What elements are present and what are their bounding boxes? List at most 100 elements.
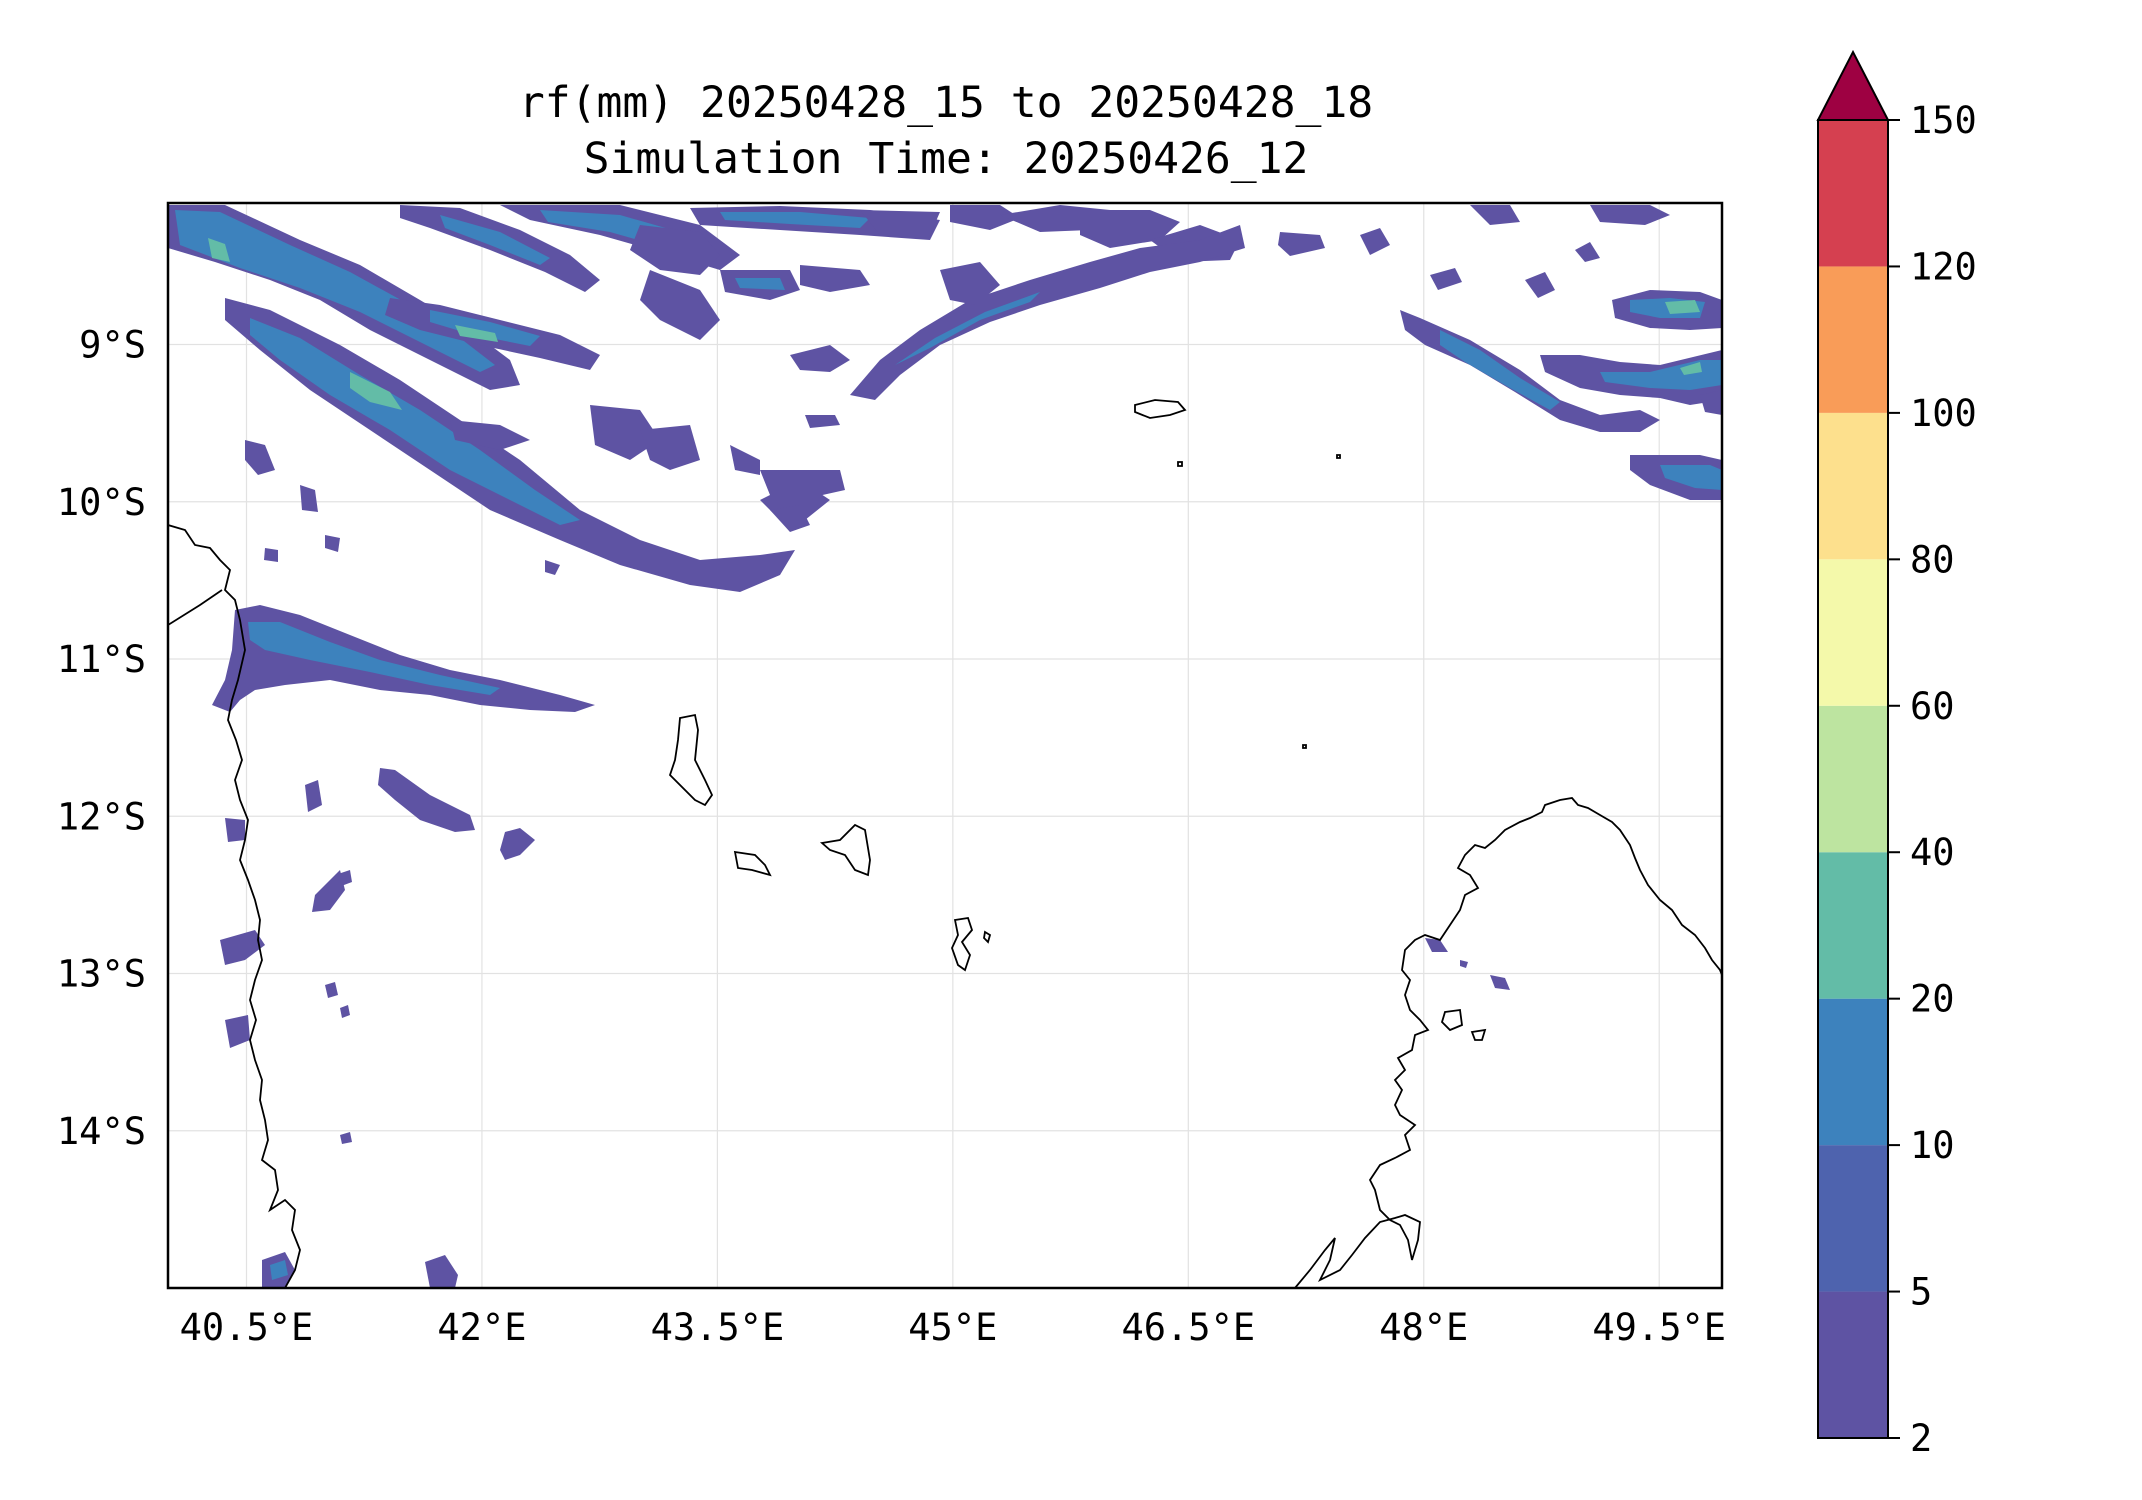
rain-band <box>850 225 1245 400</box>
lon-tick-label: 48°E <box>1379 1306 1468 1349</box>
latitude-axis: 9°S 10°S 11°S 12°S 13°S 14°S <box>57 324 146 1153</box>
rain-cell <box>545 560 560 575</box>
rain-cell <box>325 535 340 552</box>
aldabra-atoll <box>1134 399 1187 419</box>
rain-band <box>225 298 795 592</box>
rain-band <box>800 265 870 292</box>
rain-band <box>175 210 495 372</box>
lon-tick-label: 40.5°E <box>180 1306 314 1349</box>
madagascar-islet <box>1440 1008 1463 1032</box>
colorbar-segment <box>1818 412 1888 560</box>
lon-tick-label: 45°E <box>908 1306 997 1349</box>
lat-tick-label: 11°S <box>57 638 146 681</box>
lat-tick-label: 9°S <box>79 324 146 367</box>
rain-band <box>735 278 785 290</box>
rain-cell <box>1425 938 1448 952</box>
rain-cell <box>300 485 318 512</box>
rain-band <box>1278 232 1325 256</box>
rain-band <box>248 622 500 695</box>
rain-band <box>640 425 700 470</box>
colorbar-frame <box>1817 119 1889 1439</box>
rain-cell <box>378 768 475 832</box>
small-islet <box>1302 744 1307 749</box>
rain-band <box>1700 390 1722 415</box>
colorbar: 2 5 10 20 40 60 80 100 120 150 <box>1816 49 1977 1460</box>
lon-tick-label: 46.5°E <box>1121 1306 1255 1349</box>
longitude-axis: 40.5°E 42°E 43.5°E 45°E 46.5°E 48°E 49.5°E <box>180 1306 1726 1349</box>
rain-cell <box>264 548 278 562</box>
rain-band <box>860 210 940 235</box>
madagascar-coastline <box>1294 797 1722 1288</box>
small-islet <box>1336 454 1341 459</box>
colorbar-segment <box>1818 1145 1888 1292</box>
moheli-island <box>733 850 772 877</box>
rain-band <box>950 205 1020 230</box>
rain-band <box>455 325 498 342</box>
rain-cell <box>220 930 265 965</box>
lon-tick-label: 42°E <box>437 1306 526 1349</box>
rain-band <box>1680 362 1702 375</box>
madagascar-islet <box>1470 1028 1487 1041</box>
rain-band <box>1430 268 1462 290</box>
colorbar-segment <box>1818 266 1888 413</box>
rain-band <box>1665 300 1700 314</box>
coast-cape <box>168 589 223 626</box>
rain-band <box>350 372 402 410</box>
lat-tick-label: 12°S <box>57 795 146 838</box>
rain-band <box>1660 465 1722 490</box>
colorbar-segment <box>1818 559 1888 706</box>
small-islet <box>1177 461 1183 467</box>
lon-tick-label: 49.5°E <box>1592 1306 1726 1349</box>
colorbar-segment <box>1818 705 1888 853</box>
rain-band <box>720 212 870 228</box>
colorbar-tick-label: 40 <box>1910 831 1955 874</box>
map-frame <box>166 201 1724 1290</box>
rain-cell <box>425 1255 458 1288</box>
lat-tick-label: 13°S <box>57 953 146 996</box>
rain-cell <box>500 828 535 860</box>
rain-band <box>212 605 595 712</box>
rain-band <box>940 262 1000 305</box>
rain-band <box>1360 228 1390 255</box>
lat-tick-label: 14°S <box>57 1110 146 1153</box>
rain-cell <box>305 780 322 812</box>
colorbar-extend-arrow <box>1816 49 1890 121</box>
colorbar-tick-label: 10 <box>1910 1124 1955 1167</box>
lon-tick-label: 43.5°E <box>651 1306 785 1349</box>
grande-comore-island <box>668 713 714 807</box>
rain-band <box>630 225 720 275</box>
colorbar-segment <box>1818 1291 1888 1438</box>
rain-band <box>1575 242 1600 262</box>
rain-band <box>730 445 760 475</box>
map-title-line1: rf(mm) 20250428_15 to 20250428_18 <box>518 78 1374 128</box>
rain-cell <box>340 1005 350 1018</box>
rain-cell <box>325 982 338 998</box>
rain-cell <box>225 818 245 842</box>
anjouan-island <box>819 823 871 877</box>
map-title-line2: Simulation Time: 20250426_12 <box>583 134 1309 184</box>
colorbar-tick-label: 150 <box>1910 99 1977 142</box>
colorbar-tick-label: 80 <box>1910 538 1955 581</box>
rain-band <box>250 318 580 525</box>
rain-band <box>430 310 540 346</box>
rain-band <box>1440 330 1560 410</box>
rain-band <box>1525 272 1555 298</box>
rain-cell <box>245 440 275 475</box>
mayotte-islet <box>983 930 992 944</box>
rain-cell <box>1490 975 1510 990</box>
colorbar-segment <box>1818 852 1888 999</box>
rainfall-contours <box>168 205 1722 1288</box>
colorbar-segment <box>1818 120 1888 267</box>
rain-cell <box>312 870 345 912</box>
colorbar-tick-label: 60 <box>1910 685 1955 728</box>
mayotte-island <box>951 916 974 972</box>
lat-tick-label: 10°S <box>57 481 146 524</box>
colorbar-tick-label: 5 <box>1910 1271 1932 1314</box>
african-coastline <box>168 524 301 1288</box>
rain-band <box>790 345 850 372</box>
colorbar-tick-label: 20 <box>1910 978 1955 1021</box>
colorbar-tick-label: 100 <box>1910 392 1977 435</box>
rain-band <box>805 415 840 428</box>
colorbar-tick-label: 2 <box>1910 1417 1932 1460</box>
